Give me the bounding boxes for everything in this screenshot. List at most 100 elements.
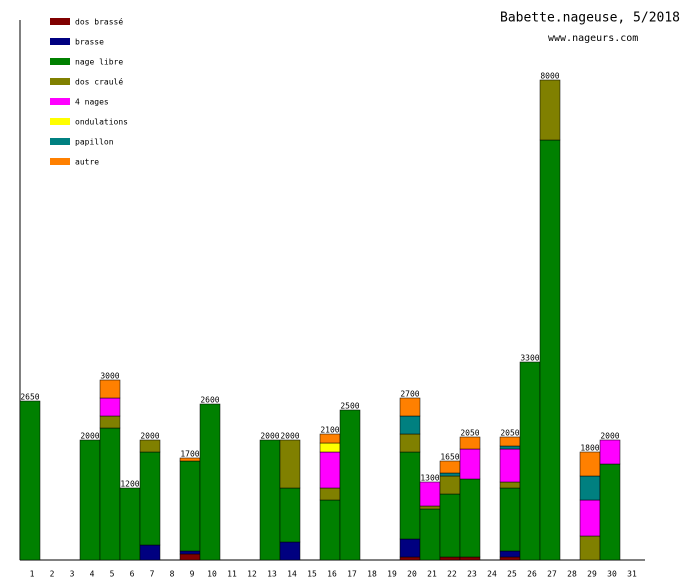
x-tick-label: 6 — [130, 570, 135, 579]
legend-label: 4 nages — [75, 98, 109, 107]
bar-segment — [579, 535, 601, 561]
bar-segment — [439, 472, 461, 477]
x-tick-label: 16 — [327, 570, 337, 579]
x-tick-label: 7 — [150, 570, 155, 579]
chart-title: Babette.nageuse, 5/2018 — [500, 11, 680, 26]
total-label: 2000 — [80, 432, 99, 441]
bar-segment — [399, 556, 421, 561]
x-tick-label: 2 — [50, 570, 55, 579]
legend-label: brasse — [75, 38, 104, 47]
bar-segment — [499, 481, 521, 489]
bar-segment — [399, 538, 421, 558]
bar-segment — [99, 379, 121, 399]
legend-label: dos brassé — [75, 17, 123, 27]
bar-segment — [599, 439, 621, 465]
bar-segment — [319, 433, 341, 444]
bar-segment — [519, 361, 541, 561]
bar-segment — [459, 478, 481, 558]
bar-segment — [139, 451, 161, 546]
bar-segment — [499, 445, 521, 450]
bar-segment — [199, 403, 221, 561]
bar-segment — [399, 397, 421, 417]
bar-segment — [319, 451, 341, 489]
x-tick-label: 5 — [110, 570, 115, 579]
bar-segment — [439, 493, 461, 558]
bar-segment — [179, 550, 201, 555]
bar-segment — [319, 442, 341, 453]
x-tick-label: 15 — [307, 570, 317, 579]
bar-segment — [499, 487, 521, 552]
bar-segment — [419, 481, 441, 507]
x-tick-label: 8 — [170, 570, 175, 579]
total-label: 8000 — [540, 72, 559, 81]
bar-segment — [459, 436, 481, 450]
x-tick-label: 24 — [487, 570, 497, 579]
x-tick-label: 13 — [267, 570, 277, 579]
total-label: 1300 — [420, 474, 439, 483]
total-label: 1700 — [180, 450, 199, 459]
bar-segment — [279, 541, 301, 561]
bar-segment — [99, 397, 121, 417]
legend-swatch — [50, 18, 70, 25]
bar-segment — [499, 448, 521, 483]
bar-segment — [439, 460, 461, 474]
total-label: 2500 — [340, 402, 359, 411]
x-tick-label: 20 — [407, 570, 417, 579]
x-tick-label: 14 — [287, 570, 297, 579]
bar-segment — [79, 439, 101, 561]
bar-segment — [259, 439, 281, 561]
total-label: 2700 — [400, 390, 419, 399]
bar-segment — [579, 451, 601, 477]
x-tick-label: 28 — [567, 570, 577, 579]
bar-segment — [399, 433, 421, 453]
bar-segment — [599, 463, 621, 561]
chart-subtitle: www.nageurs.com — [548, 33, 638, 44]
bar-segment — [419, 508, 441, 561]
total-label: 2600 — [200, 396, 219, 405]
x-tick-label: 22 — [447, 570, 457, 579]
legend-label: autre — [75, 158, 99, 167]
total-label: 2650 — [20, 393, 39, 402]
bar-segment — [179, 460, 201, 552]
legend-label: nage libre — [75, 58, 123, 67]
total-label: 2050 — [460, 429, 479, 438]
x-tick-label: 29 — [587, 570, 597, 579]
bar-segment — [459, 448, 481, 480]
legend-label: papillon — [75, 138, 114, 147]
bar-segment — [319, 499, 341, 561]
bar-segment — [579, 499, 601, 537]
legend-swatch — [50, 158, 70, 165]
x-tick-label: 26 — [527, 570, 537, 579]
total-label: 2000 — [260, 432, 279, 441]
bar-segment — [319, 487, 341, 501]
bar-segment — [419, 505, 441, 510]
x-tick-label: 12 — [247, 570, 257, 579]
x-tick-label: 4 — [90, 570, 95, 579]
x-tick-label: 21 — [427, 570, 437, 579]
bar-segment — [539, 139, 561, 561]
total-label: 2050 — [500, 429, 519, 438]
x-tick-label: 27 — [547, 570, 557, 579]
x-tick-label: 18 — [367, 570, 377, 579]
bar-segment — [439, 556, 461, 561]
bar-segment — [179, 553, 201, 561]
total-label: 2000 — [280, 432, 299, 441]
bar-segment — [499, 556, 521, 561]
total-label: 3300 — [520, 354, 539, 363]
legend-label: dos craulé — [75, 77, 123, 87]
x-tick-label: 11 — [227, 570, 237, 579]
bar-segment — [439, 475, 461, 495]
x-tick-label: 31 — [627, 570, 637, 579]
legend-swatch — [50, 78, 70, 85]
legend-swatch — [50, 138, 70, 145]
bar-segment — [399, 415, 421, 435]
x-tick-label: 10 — [207, 570, 217, 579]
x-tick-label: 9 — [190, 570, 195, 579]
bar-segment — [339, 409, 361, 561]
bar-segment — [99, 415, 121, 429]
x-tick-label: 23 — [467, 570, 477, 579]
bar-segment — [399, 451, 421, 540]
total-label: 2100 — [320, 426, 339, 435]
